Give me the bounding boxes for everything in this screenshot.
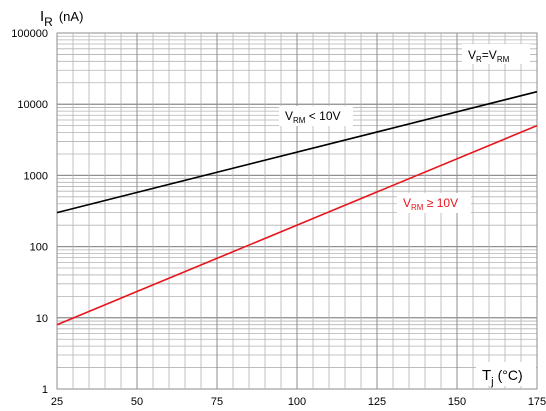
series-label-high-voltage: VRM ≥ 10V <box>397 193 471 213</box>
series-label-high-voltage-background <box>397 193 471 213</box>
x-tick-label: 125 <box>368 396 386 408</box>
x-axis-label-background <box>476 362 536 386</box>
series-label-high-voltage-sub: RM <box>411 203 424 212</box>
y-axis-label-main: I <box>40 8 44 25</box>
series-label-high-voltage-text: VRM ≥ 10V <box>403 196 458 212</box>
x-tick-label: 75 <box>211 396 223 408</box>
series-label-low-voltage-main: V <box>285 109 293 123</box>
x-tick-label: 25 <box>51 396 63 408</box>
y-axis-label-sub: R <box>44 15 53 29</box>
series-layer <box>56 90 538 326</box>
y-axis-label: IR (nA) <box>40 8 83 29</box>
x-axis-label-box: Tj (°C) <box>476 362 536 388</box>
legend-box: VR=VRM <box>462 44 530 64</box>
legend-box-mid: =V <box>482 48 497 62</box>
series-label-low-voltage-text: VRM < 10V <box>285 109 341 125</box>
x-tick-label: 150 <box>448 396 466 408</box>
y-axis-label-unit: (nA) <box>59 9 84 24</box>
legend-box-text: VR=VRM <box>468 48 510 64</box>
series-label-low-voltage-rest: < 10V <box>305 109 340 123</box>
series-label-low-voltage: VRM < 10V <box>279 106 353 126</box>
legend-box-sub1: R <box>476 55 482 64</box>
series-line-high-voltage <box>56 124 538 326</box>
y-tick-label: 100 <box>30 242 48 254</box>
y-tick-label: 100000 <box>11 28 48 40</box>
x-axis-label: Tj (°C) <box>482 367 523 388</box>
legend-box-main: V <box>468 48 476 62</box>
y-tick-label: 1 <box>42 384 48 396</box>
series-label-low-voltage-background <box>279 106 353 126</box>
x-tick-label: 175 <box>528 396 546 408</box>
y-tick-label: 10000 <box>17 99 48 111</box>
tick-labels: 1 10 100 1000 10000 100000 25 50 75 100 125 150 175 <box>11 28 546 408</box>
series-line-low-voltage <box>56 90 538 214</box>
y-tick-label: 1000 <box>24 170 48 182</box>
x-axis-label-sub: j <box>490 376 493 388</box>
series-label-high-voltage-rest: ≥ 10V <box>423 196 458 210</box>
x-tick-label: 100 <box>288 396 306 408</box>
series-label-high-voltage-main: V <box>403 196 411 210</box>
x-axis-label-main: T <box>482 367 491 384</box>
legend-box-sub2: RM <box>497 55 510 64</box>
legend-box-background <box>462 44 530 64</box>
x-tick-label: 50 <box>131 396 143 408</box>
y-tick-label: 10 <box>36 313 48 325</box>
series-label-low-voltage-sub: RM <box>293 116 306 125</box>
x-axis-label-unit: (°C) <box>498 367 523 383</box>
